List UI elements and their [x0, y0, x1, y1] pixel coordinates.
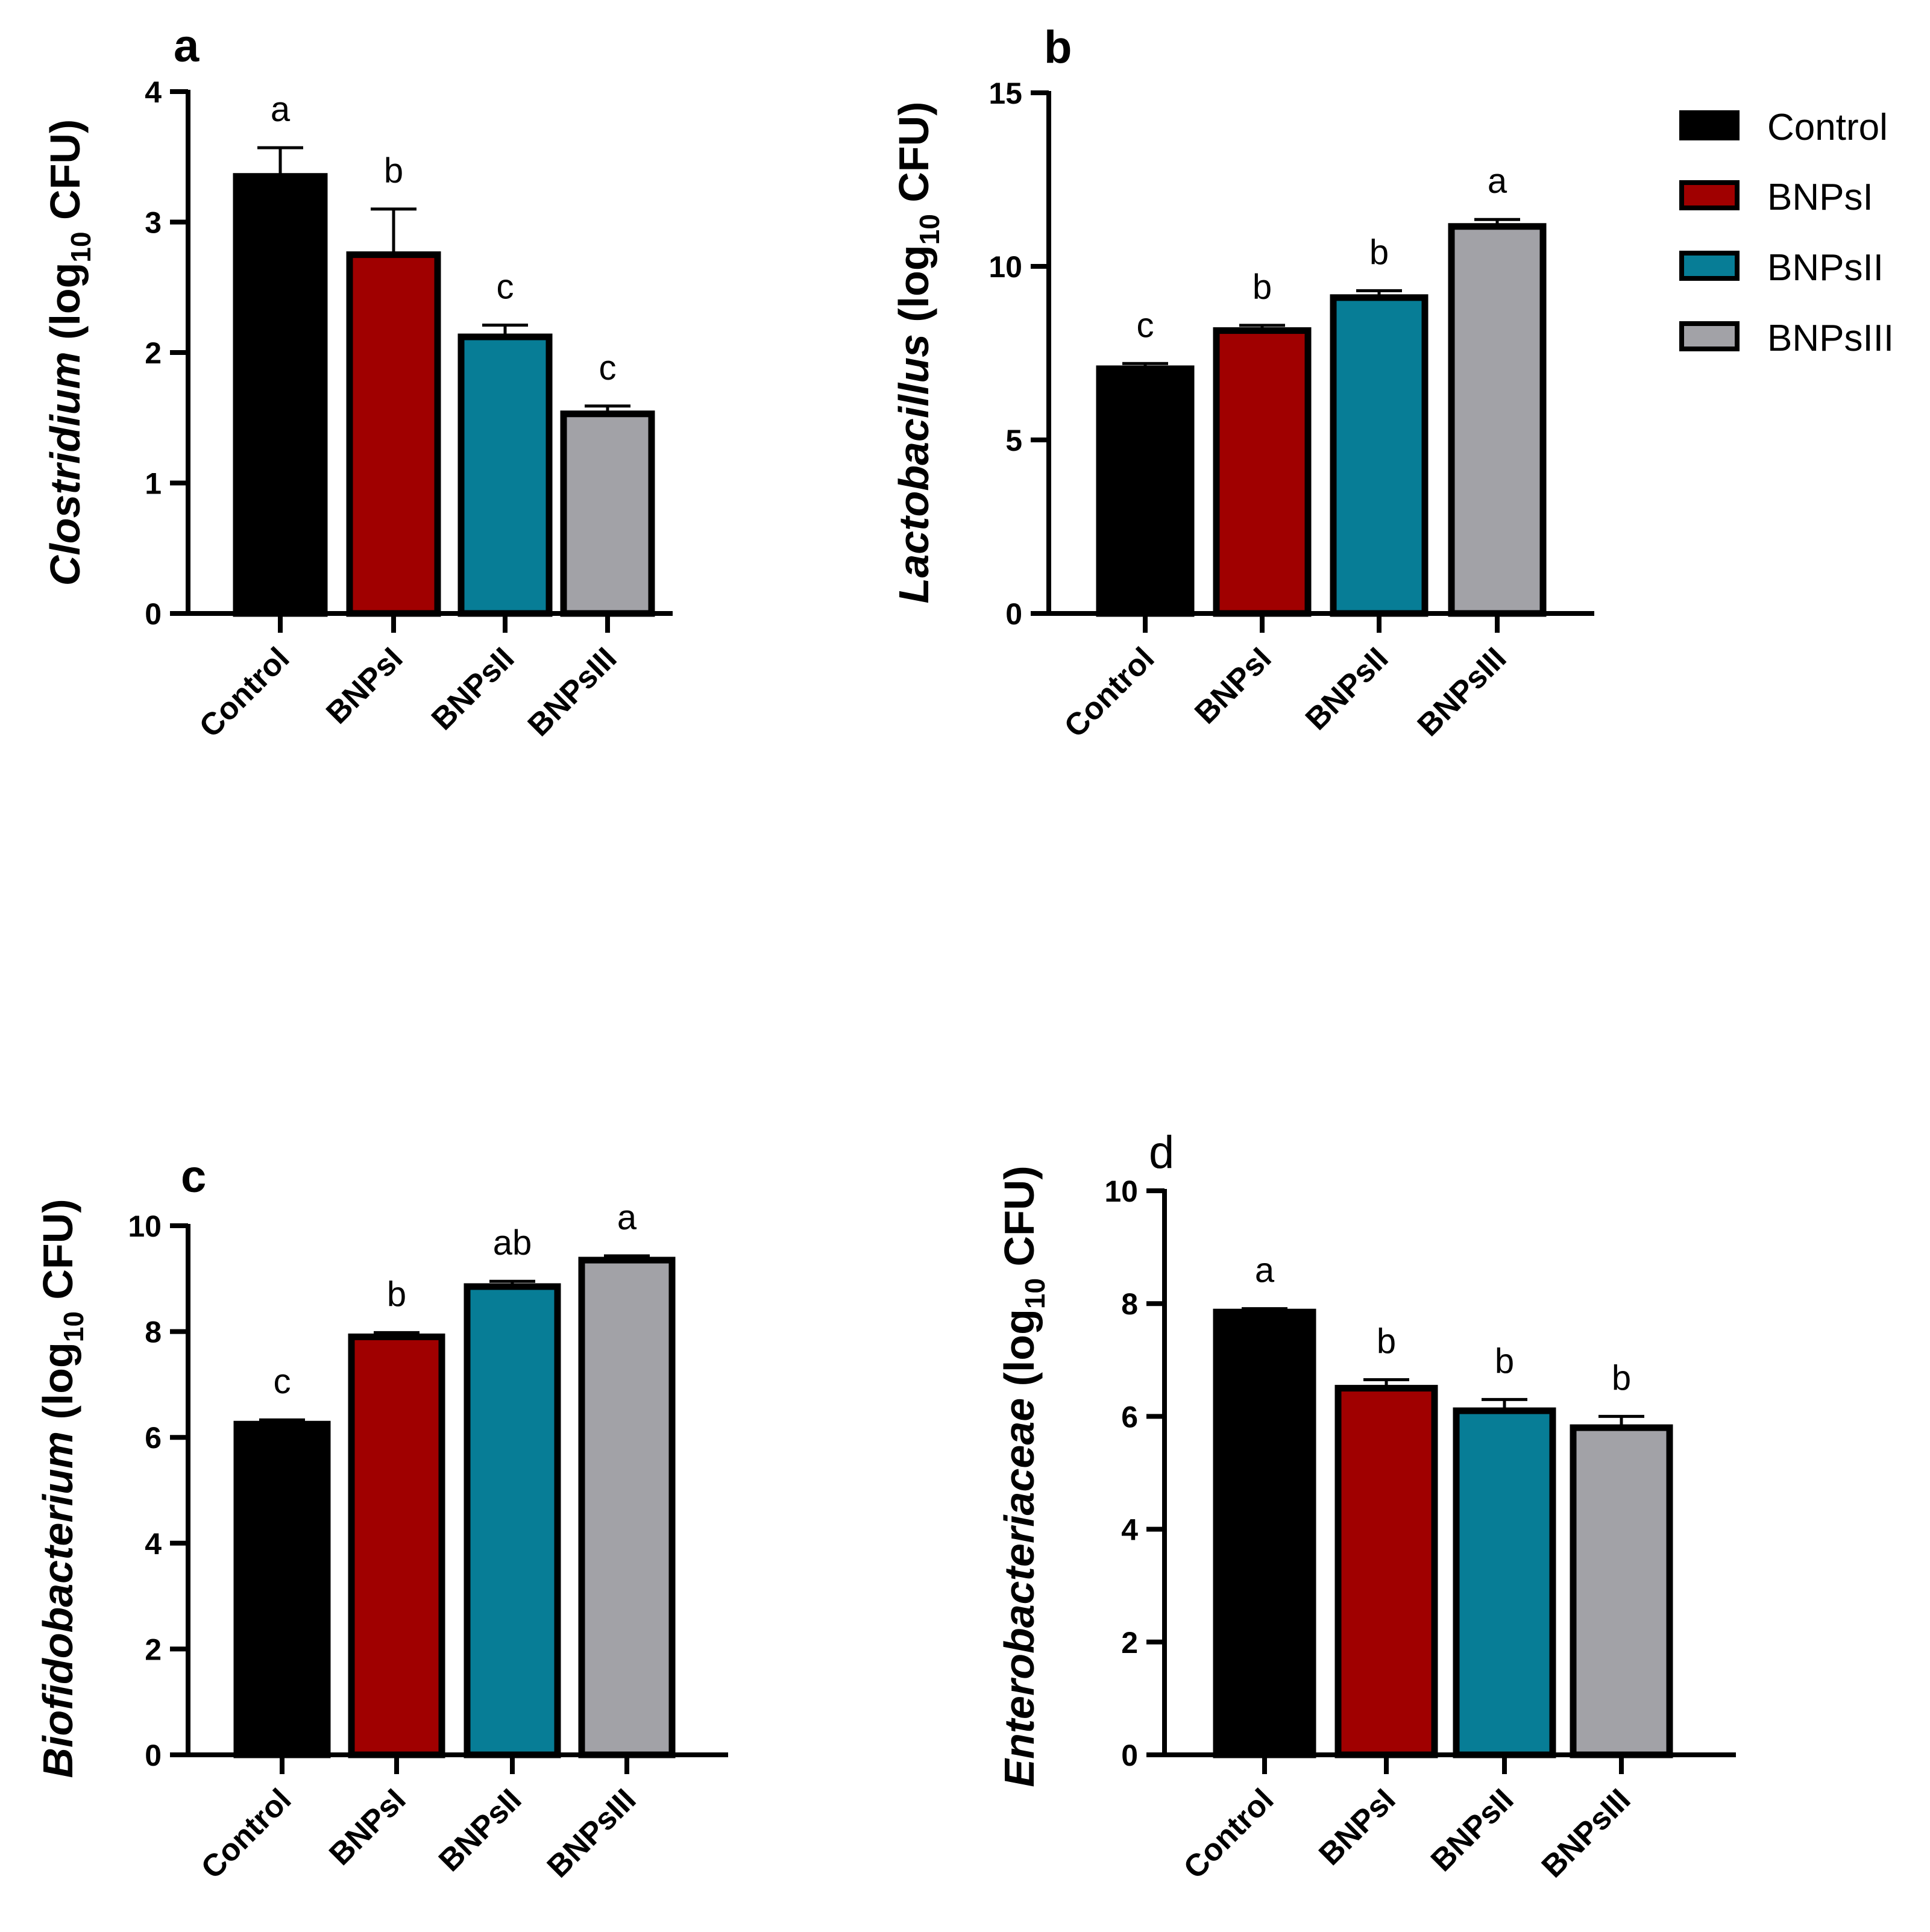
y-tick-label: 0: [1005, 597, 1022, 631]
x-tick-label-bnpsii: BNPsII: [1424, 1782, 1521, 1878]
significance-label-bnpsiii: c: [599, 348, 617, 387]
significance-label-bnpsiii: a: [617, 1198, 637, 1237]
significance-label-control: a: [1255, 1251, 1275, 1290]
y-axis-label: Biofidobacterium (log10 CFU): [34, 1199, 89, 1778]
y-tick-label: 0: [145, 1739, 162, 1772]
panel-letter-a: a: [174, 20, 200, 72]
significance-label-bnpsii: b: [1369, 233, 1389, 272]
legend-swatch-control: [1679, 110, 1740, 140]
y-tick-label: 0: [1121, 1739, 1138, 1772]
x-tick-label-control: Control: [1058, 641, 1161, 744]
x-tick-label-bnpsiii: BNPsIII: [1411, 641, 1514, 743]
y-tick-label: 2: [145, 336, 162, 370]
y-tick-label: 1: [145, 467, 162, 501]
y-tick-label: 6: [145, 1421, 162, 1455]
y-tick-label: 10: [1104, 1175, 1138, 1208]
y-tick-label: 10: [128, 1209, 162, 1243]
bar-bnpsiii: [1570, 1424, 1673, 1758]
y-tick-label: 2: [1121, 1626, 1138, 1660]
y-axis-label: Clostridium (log10 CFU): [42, 119, 96, 586]
y-tick-label: 5: [1005, 424, 1022, 457]
legend-label-bnpsiii: BNPsIII: [1767, 318, 1894, 359]
y-tick-label: 0: [145, 597, 162, 631]
chart-clostridium: 0 1 2 3 4 Clostridium (log10 CFU) a Control b BNP…: [42, 75, 673, 744]
bar-bnpsii: [457, 333, 553, 617]
panel-letter-d: d: [1149, 1127, 1174, 1178]
significance-label-bnpsi: b: [384, 151, 403, 190]
significance-label-control: c: [1137, 306, 1154, 345]
x-tick-label-control: Control: [195, 1782, 298, 1886]
bar-bnpsi: [348, 1333, 445, 1758]
y-tick-label: 6: [1121, 1400, 1138, 1434]
bar-control: [1213, 1308, 1316, 1758]
panel-letter-c: c: [181, 1151, 206, 1202]
bar-control: [233, 1420, 331, 1758]
y-tick-label: 4: [145, 75, 162, 109]
significance-label-bnpsi: b: [1253, 268, 1272, 307]
legend-swatch-bnpsiii: [1679, 321, 1740, 351]
bar-bnpsiii: [1448, 223, 1547, 617]
significance-label-bnpsiii: b: [1612, 1358, 1631, 1397]
x-tick-label-control: Control: [193, 641, 297, 744]
x-tick-label-bnpsiii: BNPsIII: [1535, 1782, 1638, 1884]
legend: Control BNPsI BNPsII BNPsIII: [1679, 107, 1894, 359]
y-tick-label: 8: [145, 1316, 162, 1349]
x-tick-label-bnpsi: BNPsI: [319, 641, 409, 730]
y-tick-label: 2: [145, 1632, 162, 1666]
legend-label-bnpsii: BNPsII: [1767, 247, 1884, 289]
significance-label-bnpsii: b: [1495, 1341, 1514, 1381]
y-tick-label: 4: [1121, 1513, 1138, 1547]
y-axis-label: Enterobacteriaceae (log10 CFU): [996, 1165, 1051, 1787]
legend-label-bnpsi: BNPsI: [1767, 177, 1873, 218]
y-axis-label: Lactobacillus (log10 CFU): [890, 102, 945, 604]
panel-letter-b: b: [1044, 22, 1072, 73]
significance-label-bnpsii: c: [497, 268, 514, 307]
significance-label-bnpsi: b: [1377, 1322, 1396, 1361]
bar-bnpsiii: [578, 1256, 676, 1758]
bar-bnpsi: [346, 251, 441, 617]
y-tick-label: 15: [989, 77, 1022, 110]
y-tick-label: 4: [145, 1527, 162, 1561]
y-tick-label: 10: [989, 250, 1022, 284]
bar-bnpsi: [1334, 1385, 1438, 1758]
bar-bnpsi: [1213, 327, 1312, 617]
x-tick-label-bnpsii: BNPsII: [1299, 641, 1395, 737]
legend-swatch-bnpsi: [1679, 180, 1740, 210]
x-tick-label-bnpsiii: BNPsIII: [521, 641, 624, 743]
bar-bnpsii: [464, 1283, 561, 1758]
x-tick-label-bnpsiii: BNPsIII: [541, 1782, 643, 1884]
x-tick-label-control: Control: [1177, 1782, 1281, 1886]
bar-control: [1096, 365, 1195, 617]
bar-control: [233, 173, 328, 617]
significance-label-control: c: [274, 1362, 291, 1401]
significance-label-bnpsii: ab: [493, 1223, 532, 1262]
chart-biofidobacterium: 0 2 4 6 8 10 Biofidobacterium (log10 CFU) c Cont…: [34, 1198, 728, 1886]
significance-label-bnpsi: b: [387, 1275, 406, 1314]
x-tick-label-bnpsi: BNPsI: [1188, 641, 1278, 730]
bar-bnpsii: [1453, 1407, 1556, 1758]
chart-lactobacillus: 0 5 10 15 Lactobacillus (log10 CFU) c Control b…: [890, 77, 1594, 744]
x-tick-label-bnpsii: BNPsII: [432, 1782, 529, 1878]
chart-enterobacteriaceae: 0 2 4 6 8 10 Enterobacteriaceae (log10 CFU) a Co…: [996, 1165, 1736, 1886]
y-tick-label: 3: [145, 206, 162, 240]
bar-bnpsiii: [560, 410, 655, 617]
x-tick-label-bnpsii: BNPsII: [425, 641, 521, 737]
x-tick-label-bnpsi: BNPsI: [322, 1782, 412, 1872]
legend-label-control: Control: [1767, 107, 1888, 148]
bar-bnpsii: [1330, 294, 1429, 617]
legend-swatch-bnpsii: [1679, 251, 1740, 281]
significance-label-bnpsiii: a: [1488, 162, 1507, 201]
x-tick-label-bnpsi: BNPsI: [1312, 1782, 1402, 1872]
significance-label-control: a: [271, 90, 291, 129]
y-tick-label: 8: [1121, 1287, 1138, 1321]
